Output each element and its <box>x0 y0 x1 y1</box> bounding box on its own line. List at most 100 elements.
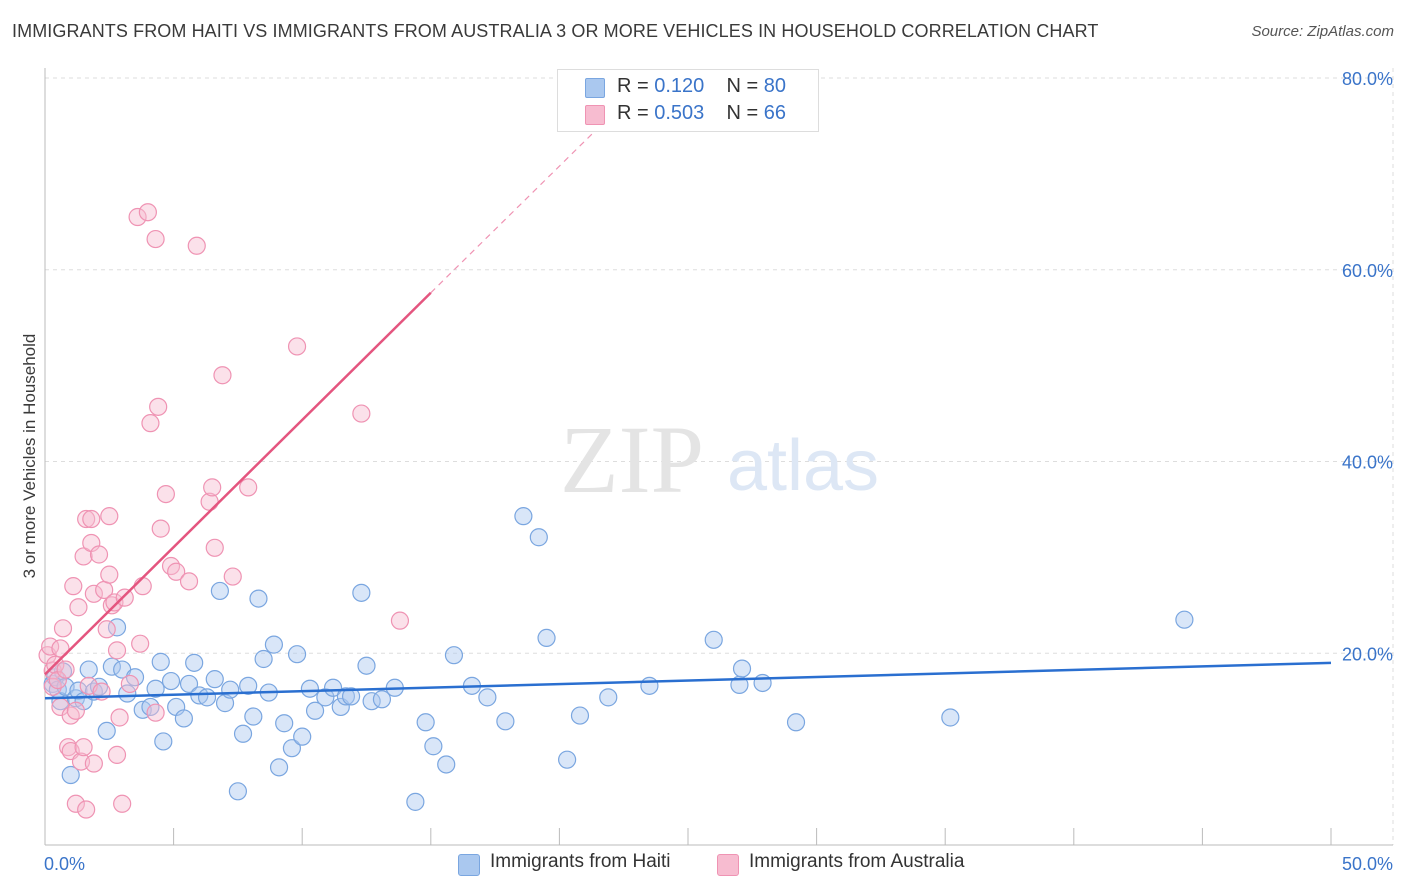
point-haiti <box>239 676 258 695</box>
bottom-legend-label-australia: Immigrants from Australia <box>749 851 965 872</box>
point-haiti <box>529 528 548 547</box>
point-australia <box>151 519 170 538</box>
point-australia <box>69 598 88 617</box>
point-haiti <box>357 656 376 675</box>
tick-labels: 20.0% 40.0% 60.0% 80.0% 0.0% 50.0% <box>44 69 1393 874</box>
point-australia <box>113 794 132 813</box>
point-haiti <box>228 782 247 801</box>
point-haiti <box>269 758 289 777</box>
point-australia <box>149 397 168 416</box>
y-tick-label: 40.0% <box>1342 453 1393 473</box>
point-australia <box>100 507 119 526</box>
point-haiti <box>287 645 307 664</box>
grid-lines <box>45 68 1394 845</box>
point-australia <box>74 738 93 757</box>
point-australia <box>205 538 224 557</box>
point-australia <box>161 556 181 576</box>
point-haiti <box>300 679 320 698</box>
trendline-haiti <box>44 661 1332 700</box>
point-australia <box>128 207 147 227</box>
point-haiti <box>210 581 229 601</box>
point-australia <box>89 545 109 564</box>
trend-lines <box>44 122 1332 700</box>
point-australia <box>107 641 127 660</box>
point-australia <box>100 565 119 584</box>
watermark-zip: ZIP <box>560 406 704 513</box>
point-australia <box>223 567 242 586</box>
point-australia <box>146 703 165 722</box>
point-australia <box>66 794 85 813</box>
point-haiti <box>146 679 165 698</box>
point-haiti <box>316 688 335 707</box>
point-haiti <box>264 635 284 654</box>
point-haiti <box>154 732 173 751</box>
point-haiti <box>254 649 273 669</box>
point-australia <box>115 588 134 607</box>
point-haiti <box>640 676 659 695</box>
point-haiti <box>102 657 121 676</box>
legend-n-value-haiti: 80 <box>763 75 787 97</box>
point-australia <box>77 800 96 819</box>
point-haiti <box>336 687 356 706</box>
point-australia <box>82 509 101 529</box>
point-australia <box>179 572 199 591</box>
point-haiti <box>215 694 235 713</box>
point-australia <box>167 562 186 581</box>
point-haiti <box>275 714 294 733</box>
point-australia <box>239 478 258 497</box>
point-haiti <box>570 706 590 725</box>
point-australia <box>203 478 222 497</box>
point-haiti <box>323 678 343 697</box>
point-haiti <box>205 670 224 689</box>
point-haiti <box>437 755 456 774</box>
point-australia <box>141 414 160 433</box>
bottom-legend-swatch-australia <box>717 854 739 876</box>
bottom-legend-label-haiti: Immigrants from Haiti <box>490 851 671 872</box>
trendline-australia-extrapolated <box>430 122 604 294</box>
watermark: ZIP atlas <box>560 406 879 513</box>
x-tick-label-max: 50.0% <box>1342 854 1393 874</box>
point-haiti <box>496 712 515 731</box>
point-haiti <box>341 687 361 706</box>
source-label: Source: ZipAtlas.com <box>1251 23 1394 40</box>
point-australia <box>56 660 75 679</box>
point-haiti <box>141 697 160 717</box>
axes <box>44 68 1393 846</box>
point-haiti <box>79 660 98 679</box>
x-tick-label-min: 0.0% <box>44 854 85 874</box>
point-australia <box>352 404 371 423</box>
point-australia <box>138 203 157 222</box>
point-haiti <box>161 671 181 691</box>
bottom-legend-swatch-haiti <box>458 854 480 876</box>
watermark-atlas: atlas <box>727 426 879 506</box>
point-haiti <box>185 653 204 672</box>
point-haiti <box>221 680 240 699</box>
legend-n-value-australia: 66 <box>763 102 787 124</box>
series-australia-points <box>38 203 410 819</box>
point-haiti <box>424 737 443 756</box>
correlation-legend: R = 0.120 N = 80 R = 0.503 N = 66 <box>557 69 819 132</box>
point-haiti <box>233 724 253 743</box>
point-australia <box>74 547 93 566</box>
point-haiti <box>174 709 193 728</box>
point-australia <box>390 611 410 630</box>
point-haiti <box>179 674 199 694</box>
point-australia <box>133 577 152 596</box>
point-haiti <box>151 652 170 671</box>
series-haiti-points <box>43 507 1194 811</box>
point-australia <box>66 701 85 720</box>
y-tick-label: 20.0% <box>1342 644 1393 664</box>
point-haiti <box>537 628 556 648</box>
legend-r-value-australia: 0.503 <box>654 102 705 124</box>
point-australia <box>187 236 206 255</box>
point-haiti <box>61 765 80 785</box>
point-haiti <box>753 673 772 693</box>
legend-swatch-australia <box>585 105 605 125</box>
point-haiti <box>941 708 960 727</box>
y-tick-label: 80.0% <box>1342 69 1393 89</box>
point-haiti <box>704 630 723 649</box>
point-haiti <box>244 707 263 726</box>
point-australia <box>213 366 232 385</box>
legend-n-label: N = <box>726 102 759 124</box>
point-haiti <box>97 721 116 741</box>
